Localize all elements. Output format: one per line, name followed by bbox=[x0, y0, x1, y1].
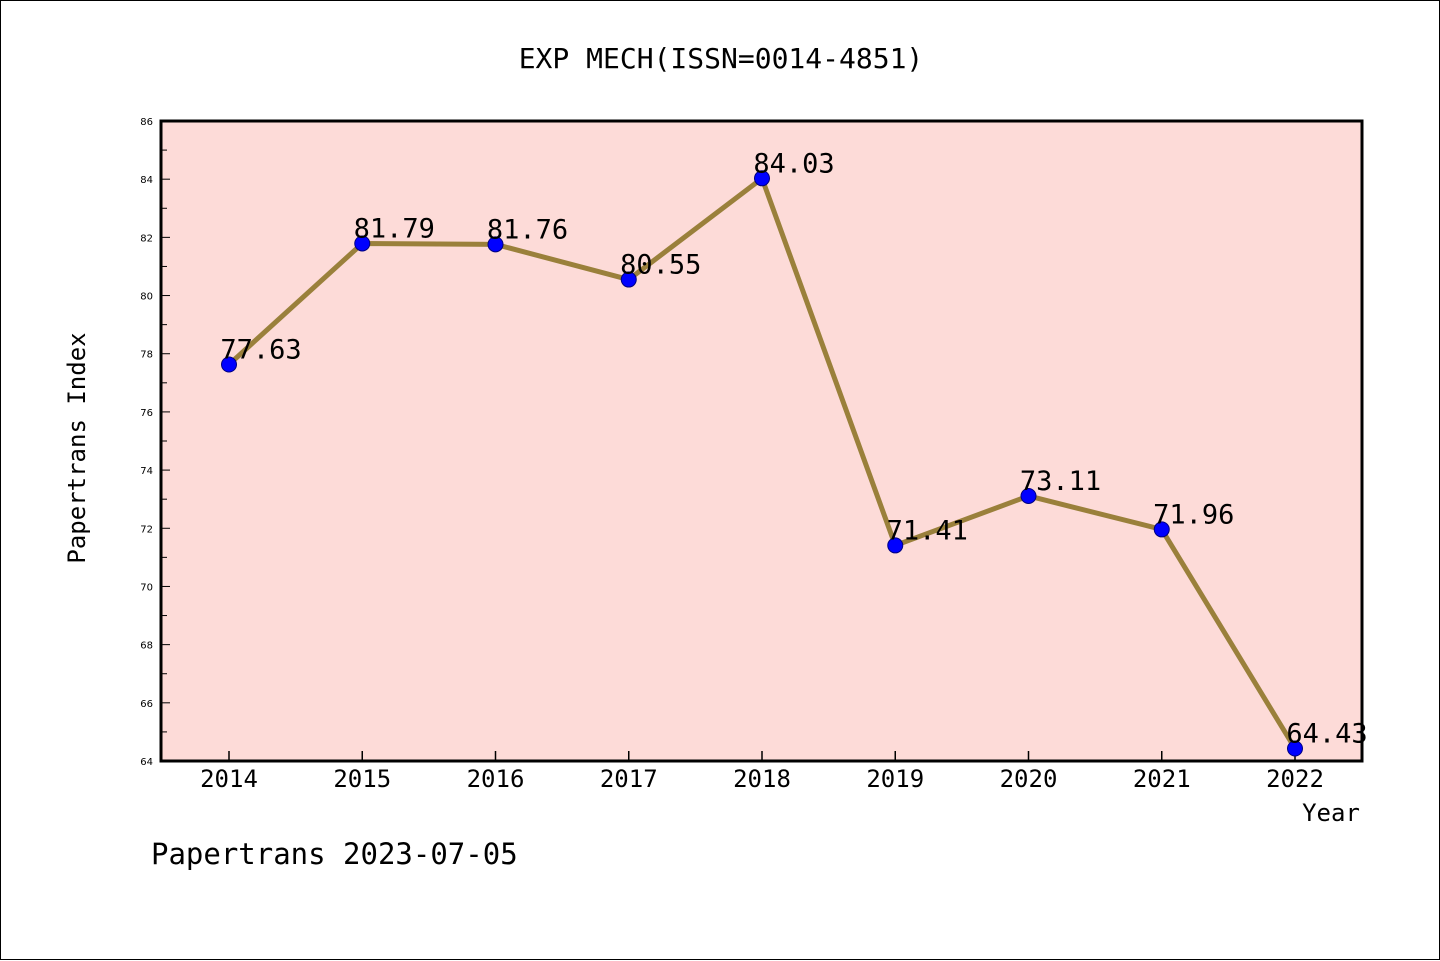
y-tick-label: 72 bbox=[140, 524, 153, 535]
y-tick-label: 76 bbox=[140, 408, 153, 419]
x-tick-label: 2016 bbox=[467, 765, 525, 793]
plot-area bbox=[161, 121, 1362, 761]
y-tick-label: 64 bbox=[140, 757, 153, 768]
y-tick-label: 86 bbox=[140, 117, 153, 128]
data-labels: 77.63 81.79 81.76 80.55 84.03 71.41 73.11 71.96… bbox=[220, 148, 1367, 749]
data-point bbox=[354, 235, 371, 252]
y-tick-label: 82 bbox=[140, 233, 153, 244]
y-axis-label: Papertrans Index bbox=[63, 332, 91, 563]
data-point bbox=[487, 236, 504, 253]
data-point bbox=[887, 537, 904, 554]
data-label: 77.63 bbox=[220, 334, 301, 365]
data-point bbox=[221, 356, 237, 373]
x-tick-label: 2018 bbox=[733, 765, 791, 793]
x-tick-label: 2017 bbox=[600, 765, 658, 793]
data-point bbox=[1153, 521, 1170, 538]
x-tick-label: 2019 bbox=[866, 765, 924, 793]
y-tick-label: 66 bbox=[140, 699, 153, 710]
y-tick-label: 70 bbox=[140, 582, 153, 593]
data-markers bbox=[221, 170, 1303, 757]
data-label: 64.43 bbox=[1286, 718, 1367, 749]
data-label: 71.96 bbox=[1153, 499, 1234, 530]
plot-border bbox=[159, 119, 1364, 763]
y-tick-label: 68 bbox=[140, 641, 153, 652]
x-tick-label: 2022 bbox=[1266, 765, 1324, 793]
y-tick-label: 80 bbox=[140, 292, 153, 303]
data-point bbox=[620, 271, 637, 288]
data-label: 81.79 bbox=[354, 213, 435, 244]
x-tick-label: 2014 bbox=[200, 765, 258, 793]
data-label: 81.76 bbox=[487, 214, 568, 245]
data-point bbox=[754, 170, 770, 187]
x-axis-label: Year bbox=[1302, 799, 1360, 827]
y-tick-label: 78 bbox=[140, 350, 153, 361]
data-point bbox=[1020, 487, 1037, 504]
x-tick-label: 2021 bbox=[1133, 765, 1191, 793]
x-tick-label: 2020 bbox=[1000, 765, 1058, 793]
data-label: 71.41 bbox=[887, 515, 968, 546]
x-tick-label: 2015 bbox=[333, 765, 391, 793]
data-label: 80.55 bbox=[620, 250, 701, 281]
chart-title: EXP MECH(ISSN=0014-4851) bbox=[519, 42, 924, 75]
footer-text: Papertrans 2023-07-05 bbox=[151, 837, 518, 871]
y-tick-label: 84 bbox=[140, 175, 153, 186]
data-label: 73.11 bbox=[1020, 466, 1101, 497]
data-label: 84.03 bbox=[753, 148, 834, 179]
data-point bbox=[1287, 740, 1303, 757]
y-tick-label: 74 bbox=[140, 466, 153, 477]
y-axis: 64 66 68 70 72 74 76 78 80 82 84 86 bbox=[140, 117, 170, 768]
x-axis: 2014 2015 2016 2017 2018 2019 2020 2021 2022 bbox=[200, 751, 1324, 793]
